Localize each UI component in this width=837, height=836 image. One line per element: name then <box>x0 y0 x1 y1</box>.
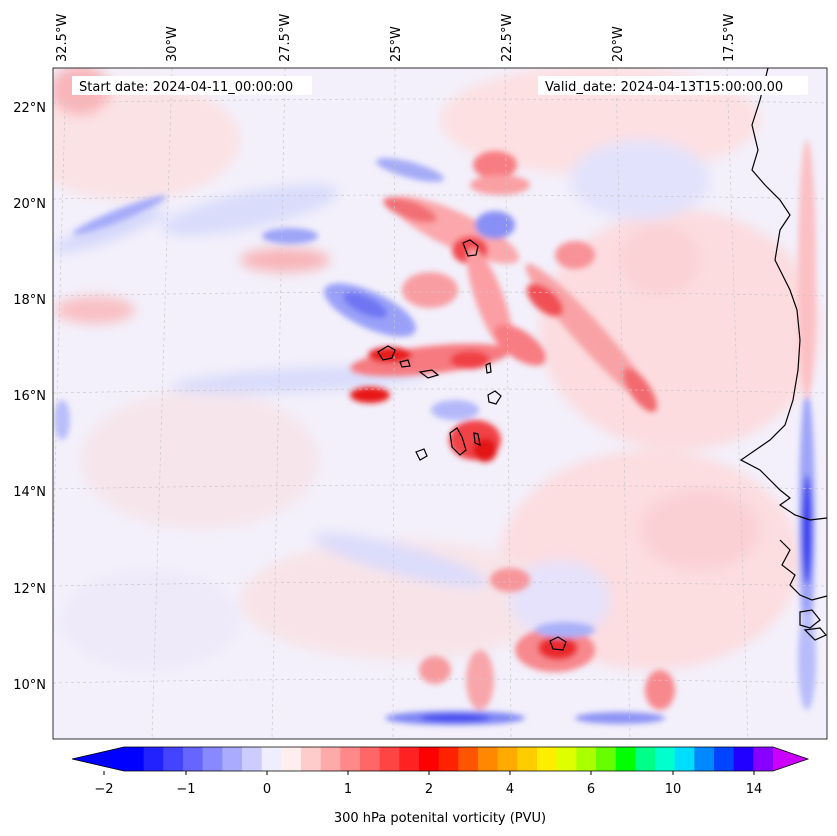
colorbar-segment <box>202 747 223 771</box>
colorbar <box>71 746 810 775</box>
lat-label: 10°N <box>13 678 46 693</box>
colorbar-segment <box>517 747 538 771</box>
colorbar-segment <box>655 747 676 771</box>
colorbar-tick-label: 14 <box>746 782 763 797</box>
lat-label: 22°N <box>13 101 46 116</box>
africa-coastline <box>739 68 827 521</box>
cape-verde-boa-vista <box>487 390 502 405</box>
lon-label: 22.5°W <box>500 14 515 62</box>
colorbar-ticks: −2 −1 0 1 2 4 6 10 14 <box>94 782 762 797</box>
colorbar-segment <box>340 747 361 771</box>
colorbar-segment <box>556 747 577 771</box>
colorbar-tick-label: 0 <box>263 782 271 797</box>
colorbar-segment <box>360 747 381 771</box>
cape-verde-maio <box>473 432 481 446</box>
cape-verde-sao-vicente <box>399 359 411 368</box>
colorbar-segment <box>478 747 499 771</box>
map-border <box>52 67 828 740</box>
colorbar-tick-label: 2 <box>425 782 433 797</box>
colorbar-segment <box>497 747 518 771</box>
cape-verde-fogo <box>415 448 428 461</box>
lat-label: 20°N <box>13 197 46 212</box>
lon-label: 17.5°W <box>722 14 737 62</box>
longitude-labels: 32.5°W 30°W 27.5°W 25°W 22.5°W 20°W 17.5… <box>55 14 737 62</box>
latitude-labels: 22°N 20°N 18°N 16°N 14°N 12°N 10°N <box>13 101 46 693</box>
lat-label: 14°N <box>13 485 46 500</box>
colorbar-segment <box>576 747 597 771</box>
island-south <box>549 636 567 651</box>
cape-verde-sal <box>485 362 492 374</box>
colorbar-segment <box>596 747 617 771</box>
cape-verde-sao-nicolau <box>418 369 440 379</box>
background-field <box>53 68 820 670</box>
island-north <box>462 239 479 257</box>
coastlines <box>377 68 827 651</box>
colorbar-segment <box>419 747 440 771</box>
colorbar-segment <box>301 747 322 771</box>
colorbar-segment <box>438 747 459 771</box>
cape-verde-santo-antao <box>377 345 396 361</box>
lon-label: 32.5°W <box>55 14 70 62</box>
map-panel <box>53 68 827 739</box>
lon-label: 30°W <box>165 26 180 62</box>
cape-verde-santiago <box>449 427 467 456</box>
lon-label: 27.5°W <box>278 14 293 62</box>
colorbar-segment <box>320 747 341 771</box>
colorbar-segment <box>379 747 400 771</box>
colorbar-extend-low <box>72 747 124 771</box>
colorbar-tick-label: −2 <box>94 782 113 797</box>
colorbar-segment <box>674 747 695 771</box>
colorbar-outline <box>71 746 810 772</box>
colorbar-segment <box>222 747 243 771</box>
graticule <box>53 68 827 739</box>
colorbar-segment <box>183 747 204 771</box>
colorbar-segment <box>124 747 145 771</box>
colorbar-segment <box>399 747 420 771</box>
lat-label: 16°N <box>13 389 46 404</box>
colorbar-tick-label: −1 <box>176 782 195 797</box>
colorbar-segment <box>163 747 184 771</box>
colorbar-segment <box>615 747 636 771</box>
colorbar-extend-high <box>773 747 808 771</box>
colorbar-title: 300 hPa potenital vorticity (PVU) <box>334 811 546 826</box>
colorbar-segment <box>242 747 263 771</box>
colorbar-segment <box>458 747 479 771</box>
colorbar-tick-label: 1 <box>344 782 352 797</box>
start-date-box <box>72 76 312 95</box>
colorbar-segment <box>694 747 715 771</box>
lon-label: 25°W <box>389 26 404 62</box>
start-date-label: Start date: 2024-04-11_00:00:00 <box>79 80 293 95</box>
colorbar-segment <box>261 747 282 771</box>
colorbar-segment <box>753 747 774 771</box>
colorbar-segment <box>714 747 735 771</box>
lat-label: 12°N <box>13 582 46 597</box>
colorbar-segment <box>635 747 656 771</box>
valid-date-box <box>538 76 808 95</box>
lat-label: 18°N <box>13 293 46 308</box>
colorbar-segment <box>733 747 754 771</box>
colorbar-tick-label: 4 <box>506 782 514 797</box>
lon-label: 20°W <box>611 26 626 62</box>
colorbar-tick-label: 6 <box>587 782 595 797</box>
valid-date-label: Valid_date: 2024-04-13T15:00:00.00 <box>545 80 783 95</box>
colorbar-segment <box>537 747 558 771</box>
colorbar-tick-label: 10 <box>665 782 682 797</box>
colorbar-segment <box>143 747 164 771</box>
colorbar-segment <box>281 747 302 771</box>
